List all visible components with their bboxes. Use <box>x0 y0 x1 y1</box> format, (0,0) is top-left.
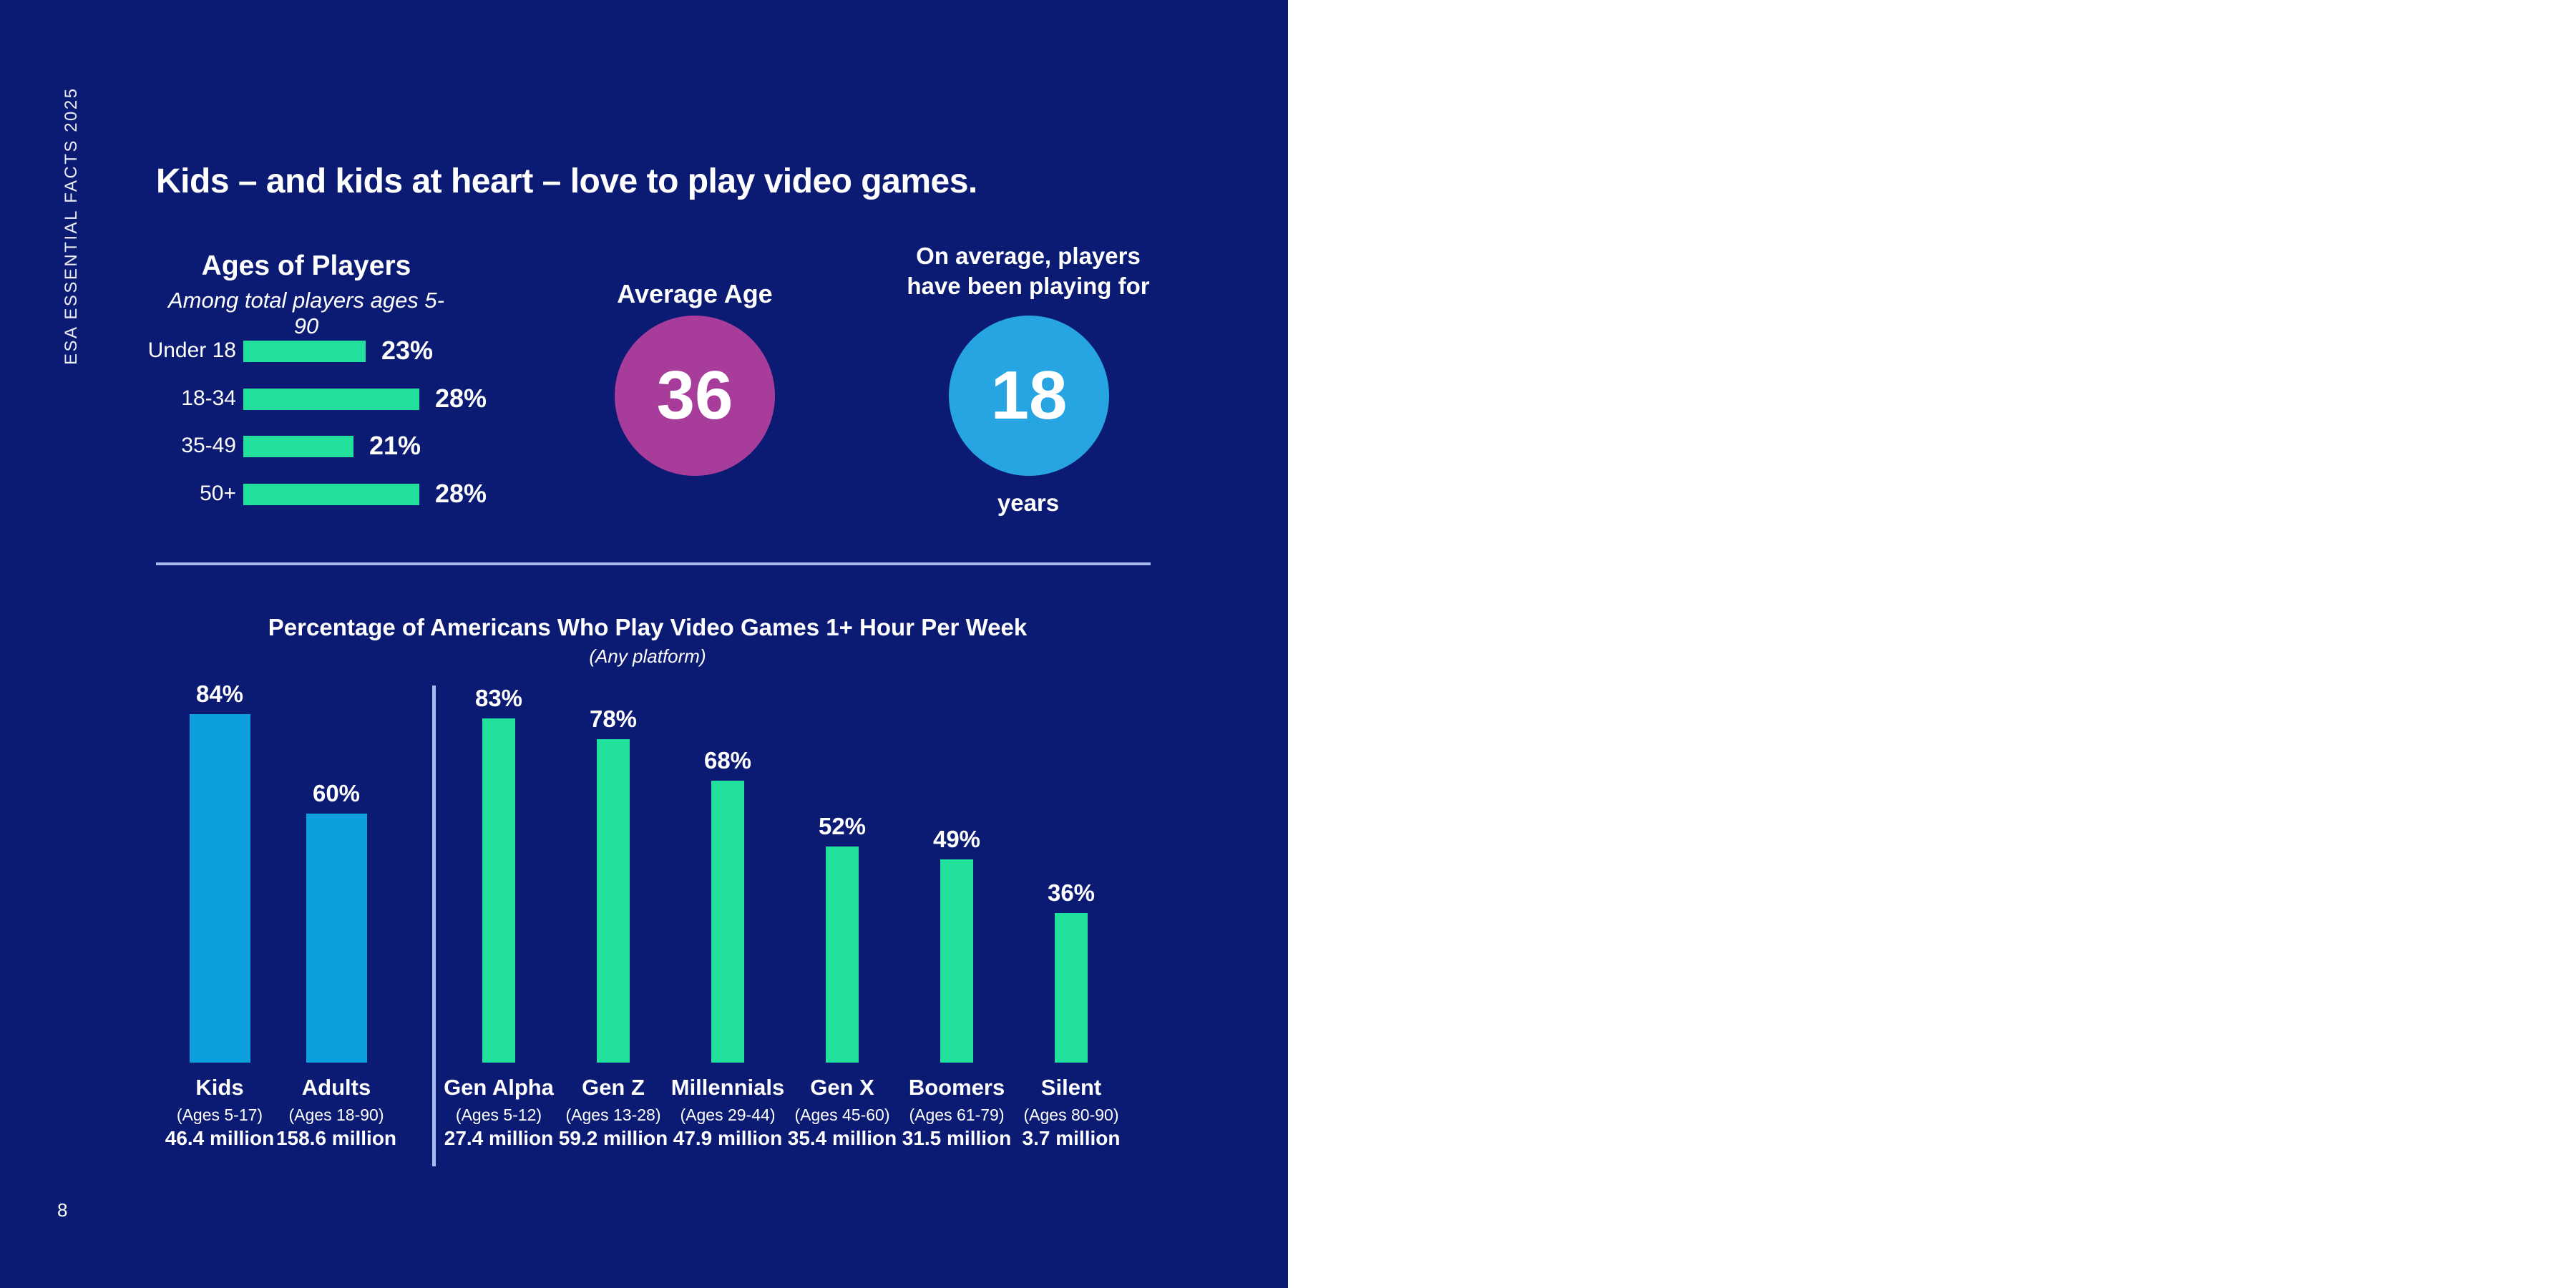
horizontal-divider <box>156 562 1151 565</box>
age-row-bar <box>243 389 419 410</box>
weekly-bar-value: 83% <box>474 685 523 711</box>
age-row-bar <box>243 341 366 362</box>
weekly-group-name: Gen Z <box>582 1075 645 1100</box>
average-age-circle: 36 <box>615 316 775 476</box>
page-number-left: 8 <box>57 1199 68 1221</box>
page-left-title: Kids – and kids at heart – love to play … <box>156 162 977 200</box>
age-row-value: 21% <box>369 431 421 460</box>
weekly-group-population: 158.6 million <box>275 1127 397 1149</box>
weekly-chart-subtitle: (Any platform) <box>589 645 706 667</box>
playing-years-value: 18 <box>990 357 1068 434</box>
weekly-group-ages: (Ages 61-79) <box>909 1106 1005 1124</box>
weekly-bar-value: 49% <box>932 826 981 852</box>
weekly-group-ages: (Ages 80-90) <box>1023 1106 1119 1124</box>
weekly-group-population: 46.4 million <box>165 1127 275 1149</box>
weekly-bar <box>940 859 973 1063</box>
weekly-group-population: 35.4 million <box>787 1127 897 1149</box>
weekly-bar-value: 36% <box>1047 879 1096 906</box>
weekly-bar <box>189 714 250 1063</box>
weekly-group-name: Boomers <box>908 1075 1005 1100</box>
ages-chart-header: Ages of Players Among total players ages… <box>163 250 449 339</box>
edge-text-left: ESA ESSENTIAL FACTS 2025 <box>62 87 81 365</box>
average-age-value: 36 <box>656 357 733 434</box>
weekly-bar <box>597 739 630 1063</box>
weekly-group-ages: (Ages 13-28) <box>565 1106 661 1124</box>
weekly-group-name: Silent <box>1040 1075 1102 1100</box>
weekly-group-ages: (Ages 18-90) <box>288 1106 384 1124</box>
weekly-group-name: Kids <box>195 1075 244 1100</box>
page-left: ESA ESSENTIAL FACTS 2025 Kids – and kids… <box>0 0 1288 1288</box>
playing-years-label-line2: have been playing for <box>907 273 1150 299</box>
playing-years-unit: years <box>997 489 1060 516</box>
weekly-group-population: 47.9 million <box>673 1127 783 1149</box>
weekly-group-name: Adults <box>301 1075 371 1100</box>
weekly-bar <box>1055 913 1088 1063</box>
weekly-bar <box>482 718 515 1063</box>
playing-years-circle: 18 <box>949 316 1109 476</box>
weekly-bar <box>711 781 744 1063</box>
age-row-label: 50+ <box>200 482 236 505</box>
age-row-value: 23% <box>381 336 434 365</box>
weekly-group-population: 31.5 million <box>902 1127 1012 1149</box>
playing-years-label-line1: On average, players <box>916 243 1141 269</box>
weekly-group-population: 27.4 million <box>444 1127 554 1149</box>
page-right: ESA ESSENTIAL FACTS 2025 Players represe… <box>1288 0 2576 1288</box>
weekly-group-ages: (Ages 5-12) <box>455 1106 542 1124</box>
weekly-bar <box>826 847 859 1063</box>
weekly-group-name: Millennials <box>670 1075 785 1100</box>
age-row-value: 28% <box>435 384 487 413</box>
weekly-bar-value: 68% <box>703 747 752 774</box>
age-row-label: 35-49 <box>181 434 236 457</box>
vertical-divider <box>432 686 436 1166</box>
weekly-bar-value: 78% <box>589 706 638 732</box>
age-row-bar <box>243 436 353 457</box>
age-row-value: 28% <box>435 479 487 508</box>
weekly-group-ages: (Ages 29-44) <box>680 1106 776 1124</box>
weekly-bar-value: 52% <box>818 813 867 839</box>
weekly-bar-value: 60% <box>312 780 361 806</box>
weekly-group-name: Gen X <box>810 1075 874 1100</box>
weekly-bar-value: 84% <box>195 680 244 707</box>
age-row-label: Under 18 <box>147 338 236 362</box>
weekly-group-population: 59.2 million <box>558 1127 668 1149</box>
weekly-chart-title: Percentage of Americans Who Play Video G… <box>268 614 1028 640</box>
weekly-bar <box>306 814 367 1063</box>
weekly-group-ages: (Ages 5-17) <box>176 1106 263 1124</box>
weekly-group-name: Gen Alpha <box>444 1075 554 1100</box>
average-age-label: Average Age <box>617 279 773 308</box>
ages-chart-subtitle: Among total players ages 5-90 <box>168 288 444 338</box>
age-row-bar <box>243 484 419 505</box>
weekly-group-population: 3.7 million <box>1022 1127 1121 1149</box>
age-row-label: 18-34 <box>181 386 236 410</box>
ages-chart-title: Ages of Players <box>201 250 411 281</box>
weekly-group-ages: (Ages 45-60) <box>794 1106 890 1124</box>
